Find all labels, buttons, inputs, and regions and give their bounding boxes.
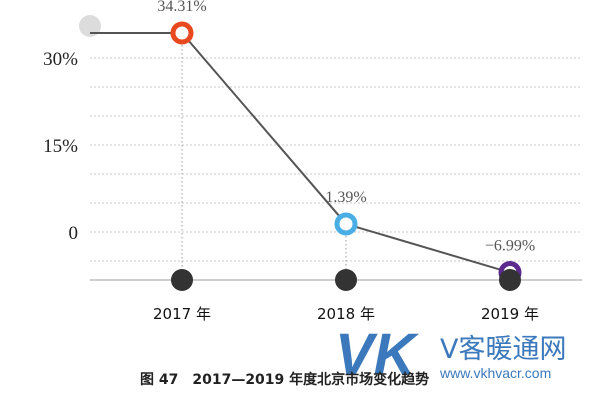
watermark: VK V客暖通网 www.vkhvacr.com [335, 322, 566, 387]
x-axis-dot [499, 269, 521, 291]
y-tick-label: 0 [69, 223, 79, 244]
watermark-text: V客暖通网 [440, 334, 566, 365]
data-point-marker [334, 212, 358, 236]
y-tick-label: 30% [43, 49, 78, 70]
x-tick-label: 2019 年 [481, 305, 539, 323]
x-tick-label: 2017 年 [153, 305, 211, 323]
watermark-url: www.vkhvacr.com [439, 365, 551, 381]
data-label: 34.31% [157, 0, 206, 15]
watermark-logo: VK [335, 322, 420, 387]
data-label: −6.99% [485, 238, 535, 255]
series-line-path [90, 32, 511, 274]
x-axis-ticks: 2017 年 2018 年 2019 年 [153, 269, 539, 323]
x-axis-dot [335, 269, 357, 291]
grid-lines [90, 57, 582, 262]
data-point-marker [170, 21, 194, 45]
vertical-guides [181, 33, 511, 280]
x-tick-label: 2018 年 [317, 305, 375, 323]
x-axis-dot [171, 269, 193, 291]
start-dot [79, 15, 101, 37]
series-line: 34.31% 1.39% −6.99% [90, 0, 535, 285]
y-tick-label: 15% [43, 136, 78, 157]
chart-caption: 图 47 2017—2019 年度北京市场变化趋势 [140, 371, 429, 388]
y-axis-ticks: 30% 15% 0 [43, 49, 78, 244]
data-label: 1.39% [325, 189, 366, 206]
